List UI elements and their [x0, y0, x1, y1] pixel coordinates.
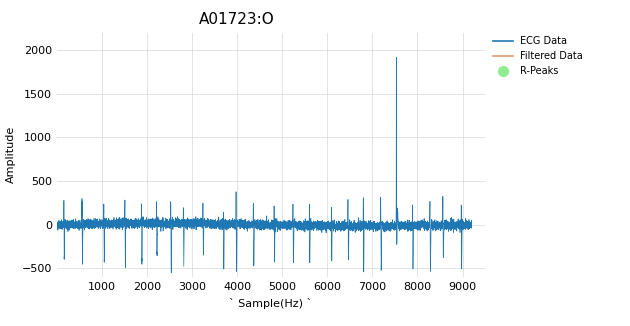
ECG Data: [396, 225, 403, 229]
Y-axis label: Amplitude: Amplitude: [6, 126, 16, 184]
ECG Data: [132, 225, 140, 229]
ECG Data: [115, 220, 122, 224]
Title: A01723:O: A01723:O: [198, 12, 275, 27]
ECG Data: [53, 223, 60, 227]
ECG Data: [103, 221, 111, 225]
ECG Data: [142, 220, 150, 224]
ECG Data: [168, 271, 175, 275]
ECG Data: [467, 225, 475, 229]
ECG Data: [392, 55, 400, 59]
X-axis label: ` Sample(Hz) `: ` Sample(Hz) `: [229, 298, 312, 308]
Line: ECG Data: ECG Data: [57, 57, 471, 273]
ECG Data: [89, 224, 96, 228]
Legend: ECG Data, Filtered Data, R-Peaks: ECG Data, Filtered Data, R-Peaks: [490, 33, 587, 80]
